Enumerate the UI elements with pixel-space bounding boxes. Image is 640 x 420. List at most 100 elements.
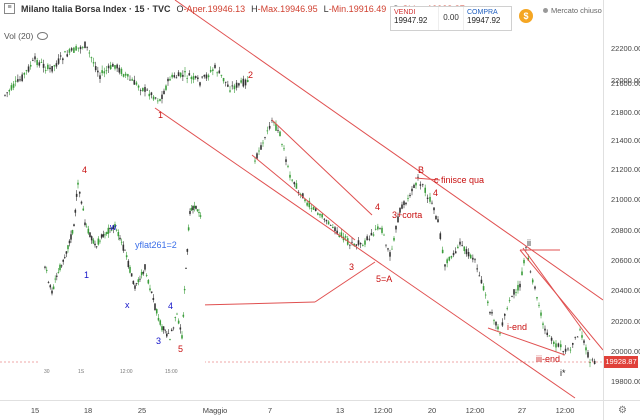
candle-body [34, 56, 36, 60]
gear-icon[interactable]: ⚙ [618, 405, 627, 416]
price-tick: 20600.00 [611, 256, 640, 265]
candle-body [379, 228, 381, 230]
candle-body [308, 200, 311, 208]
price-axis[interactable]: 22200.00 22000.00 21800.00 21600.00 2140… [603, 0, 640, 400]
ohlc-high: H-Max.19946.95 [251, 3, 318, 14]
candle-body [142, 271, 145, 274]
candle-body [439, 233, 442, 239]
time-tick: 25 [137, 406, 147, 415]
candle-body [576, 336, 579, 338]
price-tick: 21200.00 [611, 165, 640, 174]
last-price-tag: 19928.87 [604, 356, 638, 368]
candle-body [120, 68, 123, 75]
candle-body [75, 193, 78, 197]
candle-body [165, 85, 167, 90]
candle-body [264, 137, 266, 138]
candle-body [495, 321, 497, 326]
candle-body [182, 314, 185, 317]
candle-body [444, 264, 446, 267]
candle-body [8, 90, 11, 92]
candle-body [152, 96, 155, 100]
collapse-icon[interactable]: ≡ [4, 3, 15, 14]
candle-body [157, 317, 160, 321]
symbol-label[interactable]: Milano Italia Borsa Index · 15 · TVC [21, 3, 171, 14]
candle-body [129, 79, 131, 81]
candle-body [49, 285, 52, 288]
candle-body [499, 333, 501, 335]
candle-body [129, 266, 131, 273]
candle-body [62, 259, 64, 262]
inset-x-tick: 1S [78, 369, 85, 375]
candle-body [235, 82, 238, 88]
trendline-arrow-up [314, 261, 376, 303]
candle-body [359, 243, 362, 245]
candle-body [224, 81, 227, 83]
price-tick: 21000.00 [611, 195, 640, 204]
candle-body [196, 209, 199, 212]
candle-body [81, 47, 84, 49]
candle-body [242, 78, 245, 87]
candle-body [150, 92, 153, 95]
candle-body [125, 255, 128, 258]
sell-button[interactable]: VENDI 19947.92 [391, 7, 438, 30]
price-tick: 20000.00 [611, 347, 640, 356]
candle-body [90, 236, 93, 241]
dollar-icon[interactable]: $ [519, 9, 533, 23]
candle-body [92, 239, 95, 244]
volume-indicator[interactable]: Vol (20) [4, 31, 49, 41]
candle-body [256, 153, 258, 159]
candle-body [14, 80, 17, 82]
candle-body [244, 79, 247, 86]
eye-icon[interactable] [37, 32, 49, 40]
candle-body [85, 226, 88, 228]
candle-body [188, 73, 191, 76]
candle-body [585, 347, 587, 351]
price-tick: 22000.00 [611, 76, 640, 85]
candle-body [84, 222, 86, 226]
candle-body [246, 80, 249, 82]
candle-body [146, 89, 148, 91]
candle-body [493, 320, 495, 322]
candle-body [497, 326, 499, 330]
candle-body [564, 348, 567, 352]
candle-body [94, 66, 97, 71]
candle-body [207, 75, 210, 78]
candle-body [32, 59, 34, 61]
candle-body [186, 78, 188, 79]
candle-body [285, 159, 287, 162]
candle-body [336, 230, 338, 235]
candle-body [6, 92, 8, 94]
candle-body [548, 335, 551, 337]
candle-body [560, 344, 562, 348]
candle-body [107, 227, 110, 234]
candle-body [329, 225, 332, 226]
candle-body [40, 62, 43, 63]
candle-body [109, 65, 112, 70]
buy-button[interactable]: COMPRA 19947.92 [464, 7, 511, 30]
candle-body [67, 245, 69, 250]
price-chart-canvas[interactable] [0, 0, 603, 400]
price-tick: 20800.00 [611, 226, 640, 235]
candle-body [374, 228, 377, 230]
market-status: Mercato chiuso [543, 6, 602, 15]
candle-body [92, 62, 95, 64]
candle-body [66, 54, 69, 57]
candle-body [75, 46, 77, 51]
candle-body [95, 246, 98, 248]
candle-body [461, 245, 463, 247]
candle-body [355, 244, 358, 246]
candle-body [70, 48, 73, 51]
candle-body [504, 313, 506, 316]
candle-body [59, 264, 61, 271]
inset-label-w: w [110, 222, 117, 232]
time-axis[interactable]: 15 18 25 Maggio 7 13 12:00 20 12:00 27 1… [0, 400, 603, 420]
candle-body [183, 288, 186, 291]
candle-body [409, 194, 411, 197]
candle-body [130, 273, 133, 277]
price-tick: 19800.00 [611, 377, 640, 386]
candle-body [231, 85, 234, 87]
price-tick: 20400.00 [611, 286, 640, 295]
candle-body [289, 174, 291, 178]
candle-body [491, 312, 493, 314]
